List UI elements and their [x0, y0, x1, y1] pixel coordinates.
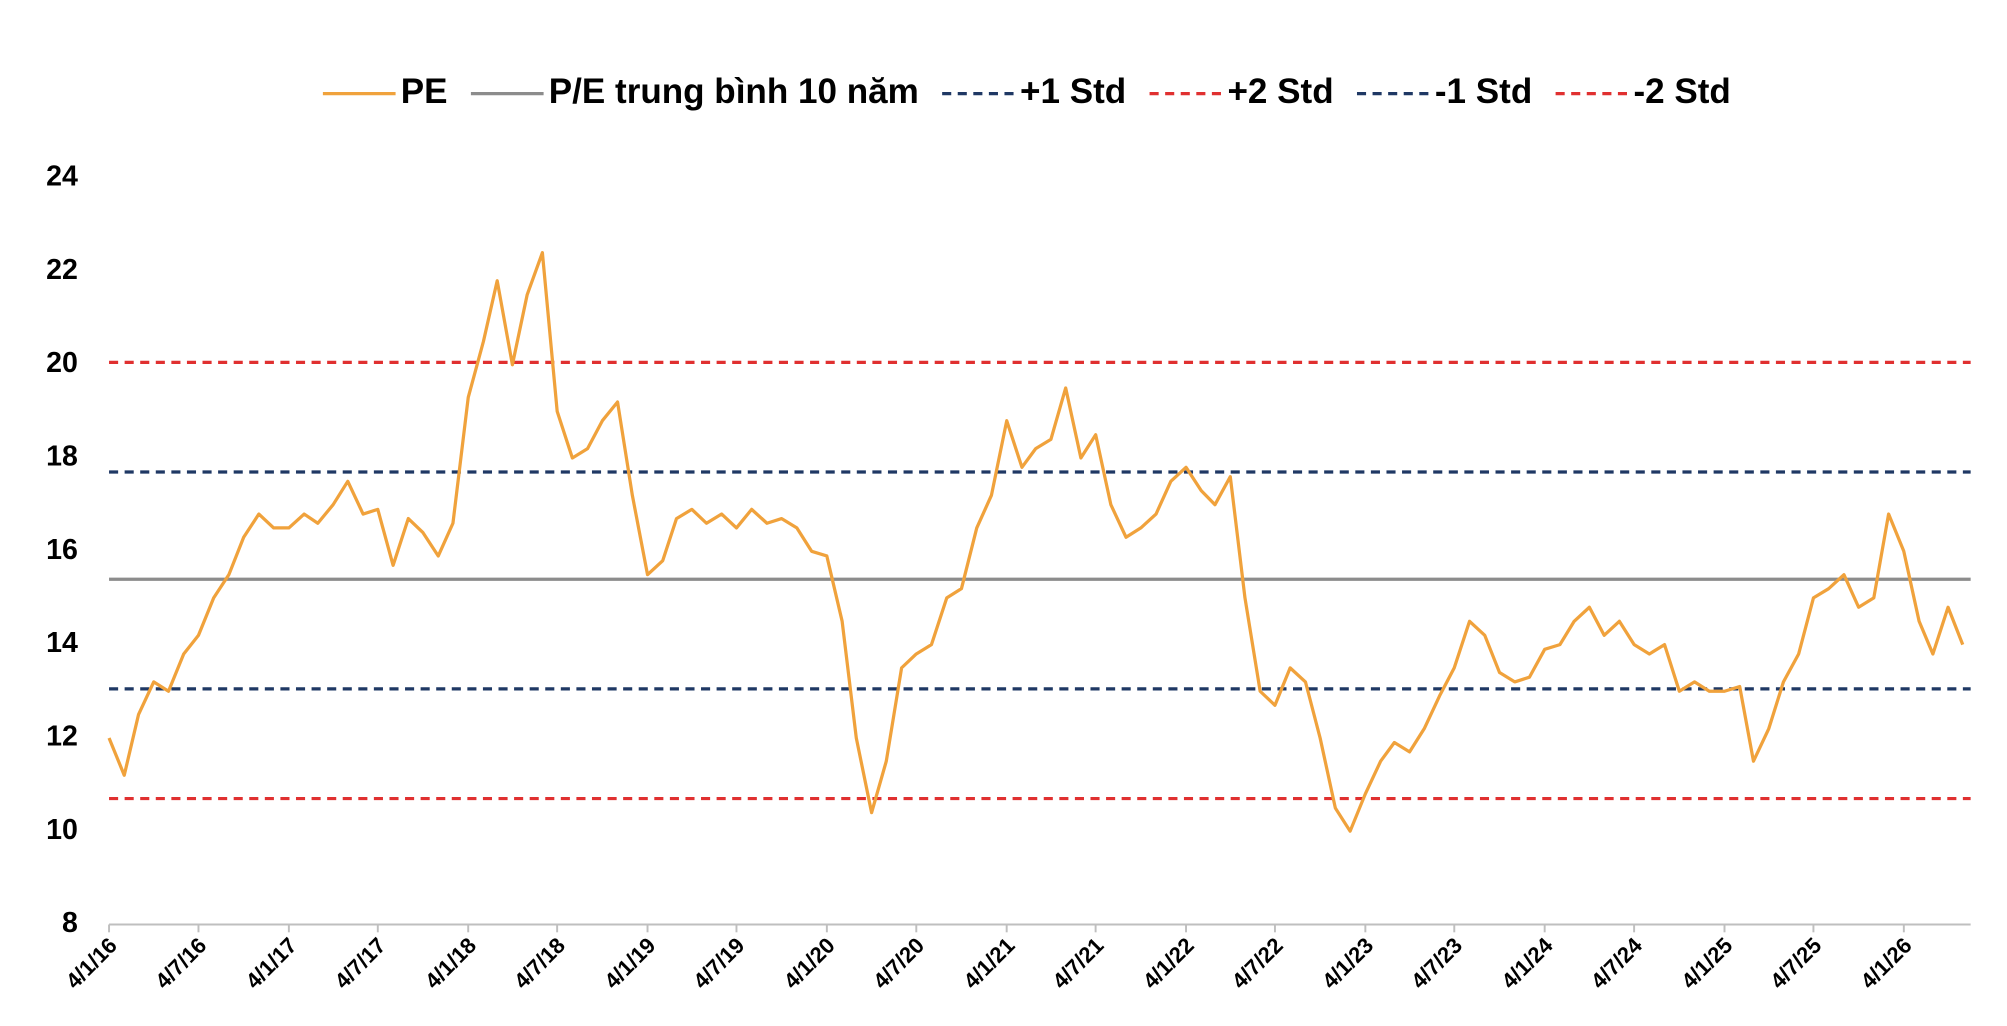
- y-tick-label: 22: [46, 254, 78, 286]
- x-tick-label: 4/1/22: [1138, 933, 1199, 994]
- y-tick-label: 18: [46, 441, 78, 473]
- x-tick-label: 4/1/19: [599, 933, 660, 994]
- x-tick-label: 4/1/16: [61, 933, 122, 994]
- x-tick-label: 4/1/17: [241, 933, 302, 994]
- legend: PE P/E trung bình 10 năm +1 Std +2 Std -1 St…: [322, 72, 1731, 111]
- x-tick-label: 4/7/24: [1586, 932, 1648, 994]
- y-tick-label: 16: [46, 534, 78, 566]
- x-tick-label: 4/7/25: [1765, 933, 1826, 994]
- x-tick-label: 4/7/18: [509, 933, 570, 994]
- legend-label: P/E trung bình 10 năm: [549, 72, 919, 111]
- legend-label: PE: [401, 72, 448, 111]
- y-tick-label: 20: [46, 347, 78, 379]
- legend-label: -2 Std: [1633, 72, 1730, 111]
- x-tick-label: 4/7/23: [1406, 933, 1467, 994]
- x-tick-label: 4/7/20: [868, 933, 929, 994]
- y-tick-label: 8: [62, 907, 78, 939]
- x-tick-label: 4/7/21: [1047, 933, 1108, 994]
- y-tick-label: 14: [46, 627, 78, 659]
- x-tick-label: 4/7/19: [688, 933, 749, 994]
- x-tick-label: 4/1/18: [420, 933, 481, 994]
- legend-label: -1 Std: [1435, 72, 1532, 111]
- x-tick-label: 4/1/23: [1317, 933, 1378, 994]
- y-tick-label: 12: [46, 720, 78, 752]
- legend-label: +2 Std: [1227, 72, 1333, 111]
- y-tick-label: 10: [46, 814, 78, 846]
- y-tick-label: 24: [46, 161, 78, 193]
- legend-label: +1 Std: [1020, 72, 1126, 111]
- pe-line: [107, 251, 1965, 833]
- x-tick-label: 4/1/25: [1676, 933, 1737, 994]
- x-tick-label: 4/1/20: [779, 933, 840, 994]
- x-tick-label: 4/7/17: [330, 933, 391, 994]
- x-tick-label: 4/7/16: [150, 933, 211, 994]
- x-tick-label: 4/1/26: [1856, 933, 1917, 994]
- x-tick-label: 4/1/24: [1497, 932, 1559, 994]
- x-tick-label: 4/7/22: [1227, 933, 1288, 994]
- x-tick-label: 4/1/21: [959, 933, 1020, 994]
